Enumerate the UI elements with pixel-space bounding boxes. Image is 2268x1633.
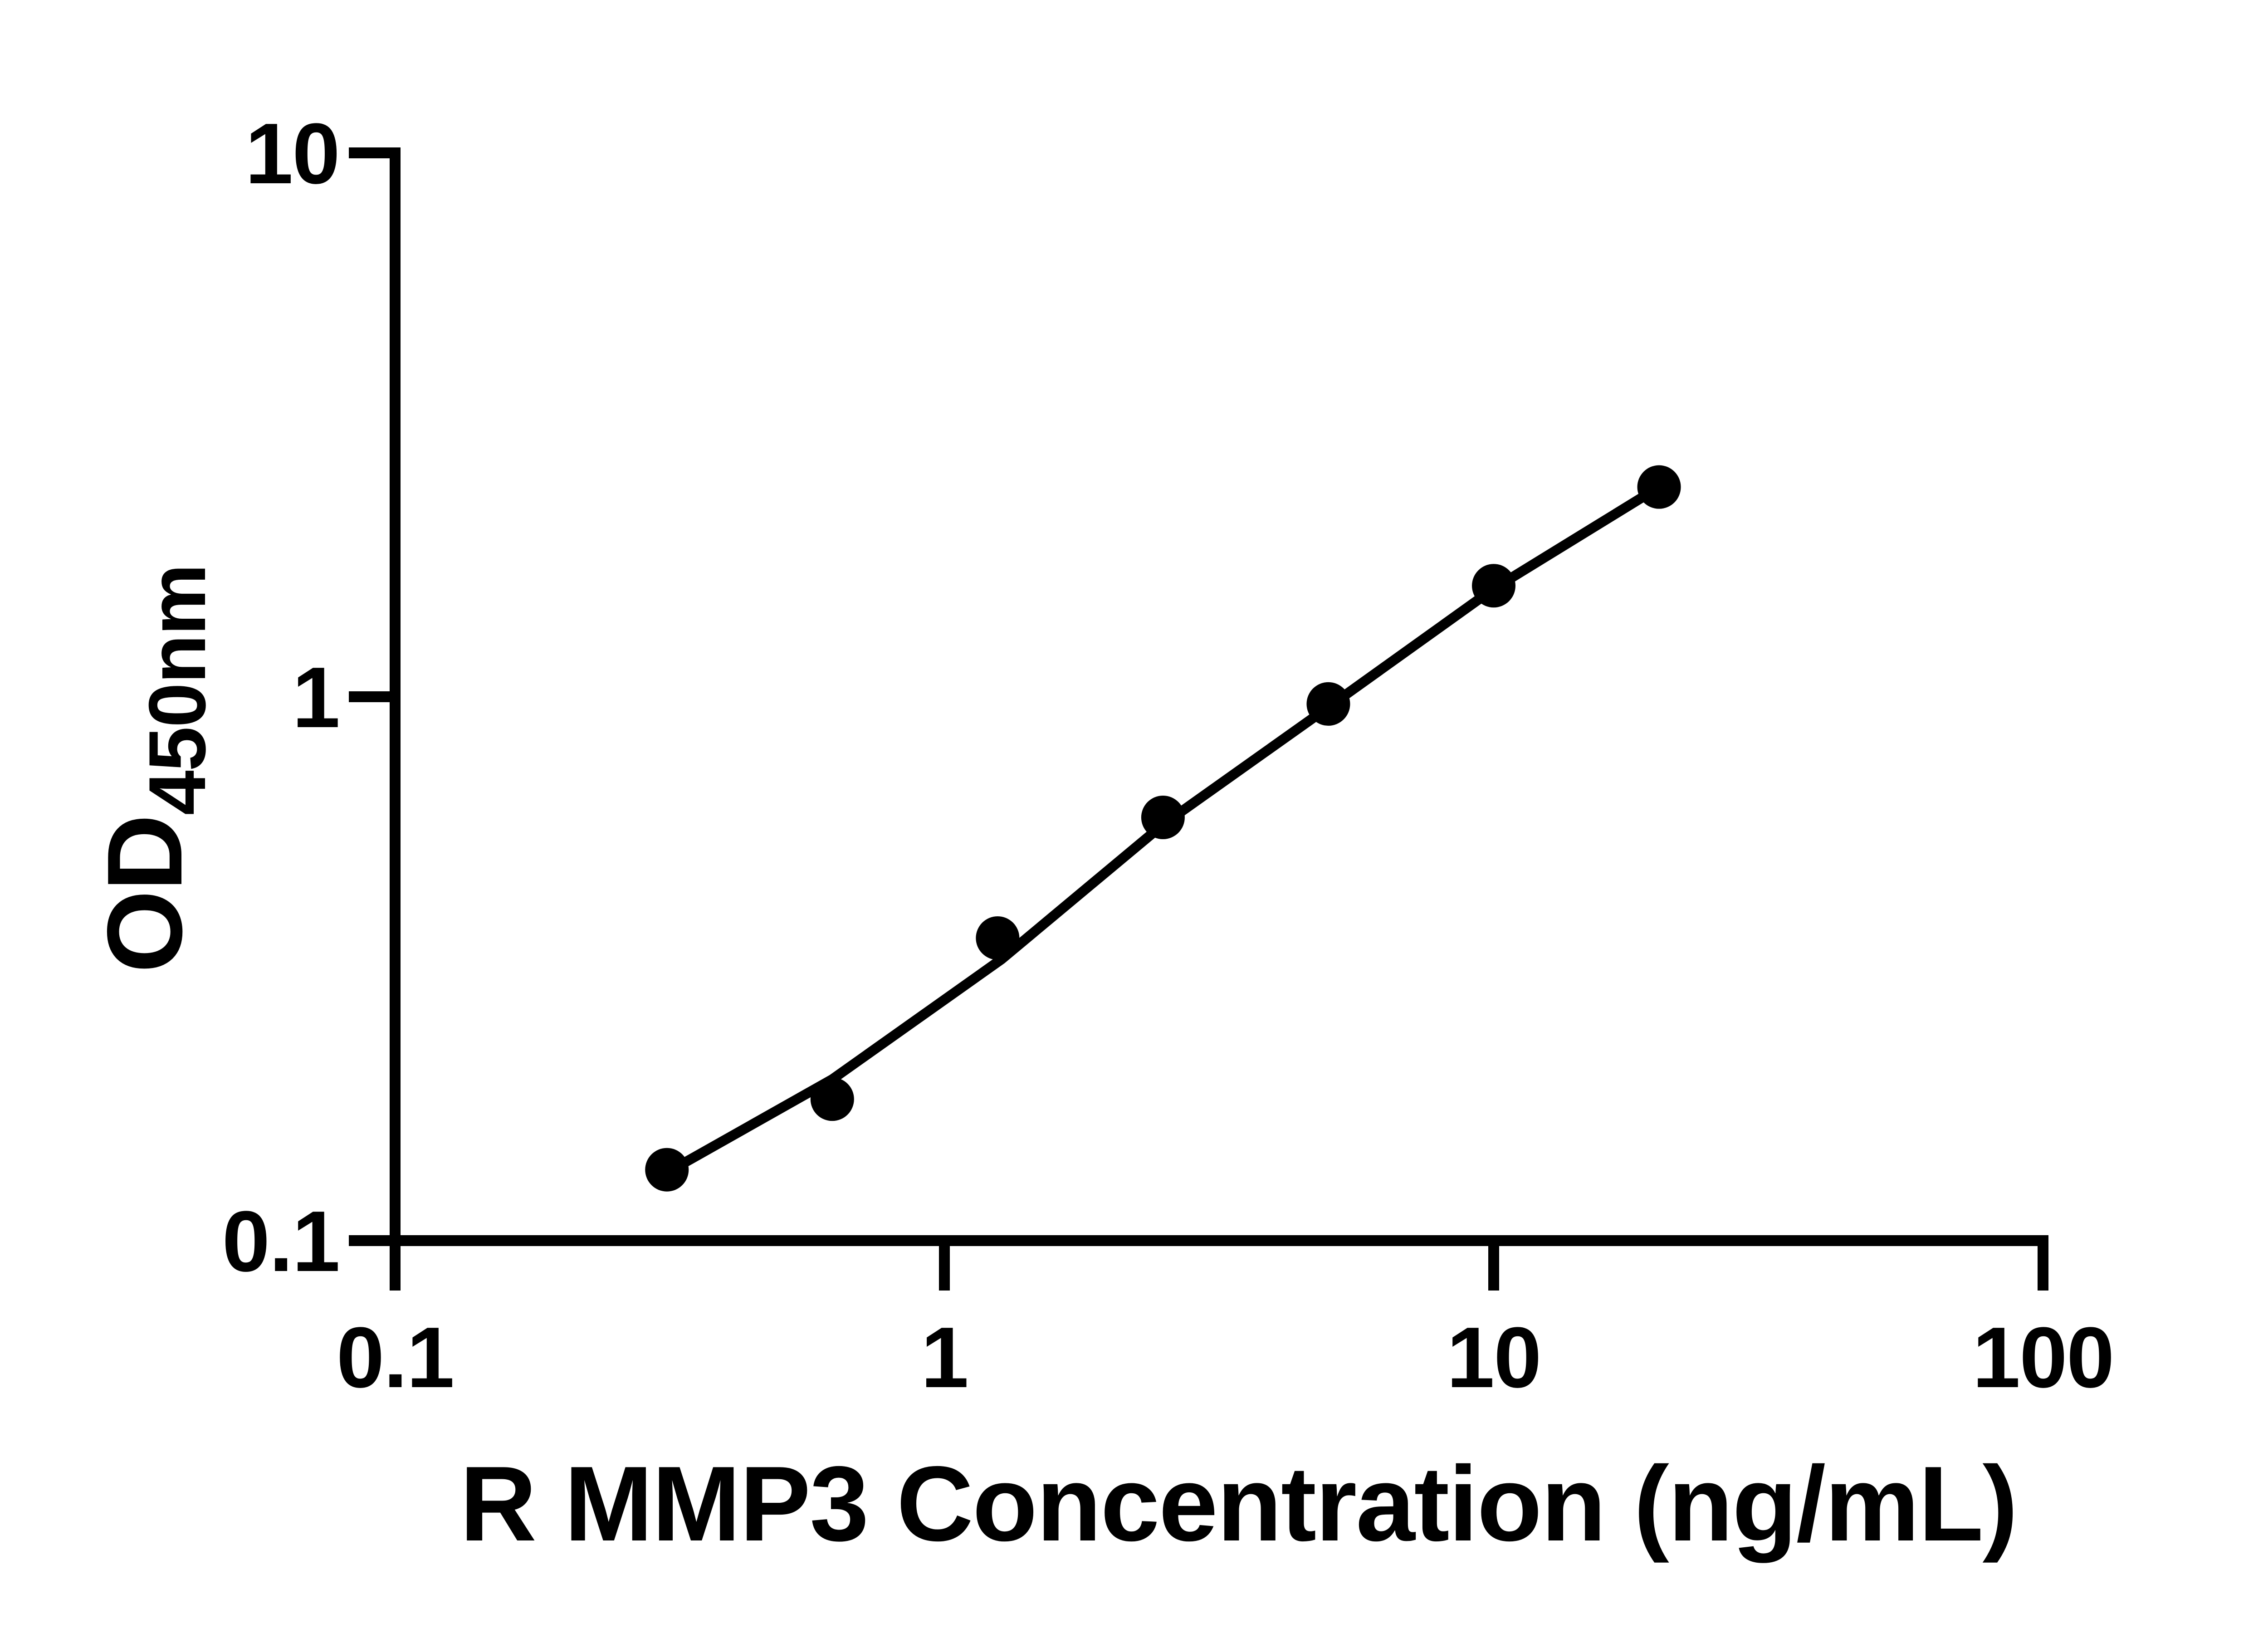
data-point xyxy=(645,1148,689,1192)
y-tick-label: 10 xyxy=(245,106,339,202)
y-axis-title-subscript: 450nm xyxy=(132,565,222,815)
x-tick-label: 100 xyxy=(1972,1310,2113,1406)
plot-area: 0.1 1 10 0.1 1 10 100 xyxy=(222,106,2115,1406)
data-point xyxy=(1141,795,1185,839)
x-tick-label: 1 xyxy=(921,1310,968,1406)
x-tick-label: 10 xyxy=(1447,1310,1541,1406)
x-tick-label: 0.1 xyxy=(337,1310,454,1406)
y-tick-label: 1 xyxy=(292,650,339,746)
y-axis-title-main: OD xyxy=(85,815,204,973)
data-point xyxy=(976,916,1020,960)
data-point xyxy=(1637,465,1681,509)
y-tick-label: 0.1 xyxy=(222,1193,339,1290)
y-axis-title: OD450nm xyxy=(85,565,222,973)
data-point xyxy=(1472,564,1515,608)
data-point xyxy=(810,1077,854,1121)
data-point xyxy=(1306,682,1350,726)
x-axis-title: R MMP3 Concentration (ng/mL) xyxy=(460,1444,2017,1563)
